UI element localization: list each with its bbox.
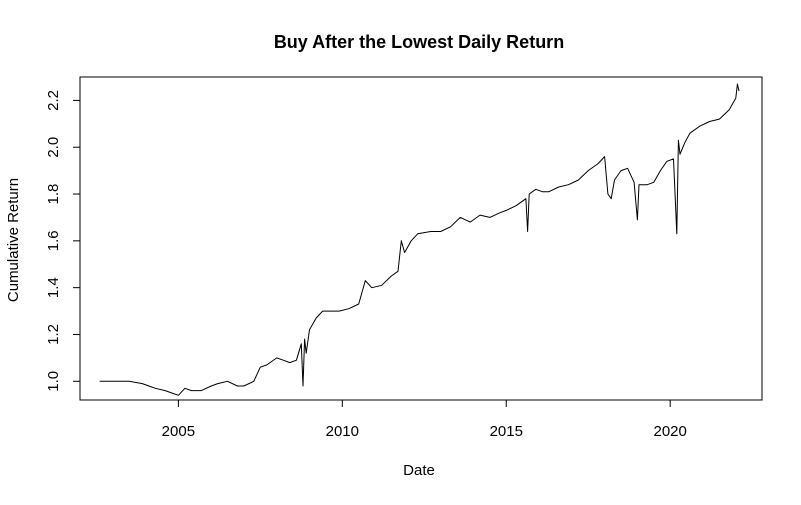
y-tick-label: 2.0 <box>45 137 62 158</box>
x-axis-label: Date <box>403 462 435 479</box>
y-axis: 1.0 1.2 1.4 1.6 1.8 2.0 2.2 <box>45 90 80 392</box>
x-axis: 2005 2010 2015 2020 <box>162 400 687 440</box>
y-tick-label: 1.4 <box>45 277 62 298</box>
x-tick-label: 2020 <box>654 423 687 440</box>
chart-title: Buy After the Lowest Daily Return <box>274 32 564 52</box>
x-tick-label: 2010 <box>326 423 359 440</box>
cumulative-return-line <box>99 83 740 396</box>
y-tick-label: 1.8 <box>45 184 62 205</box>
y-tick-label: 1.2 <box>45 324 62 345</box>
y-tick-label: 2.2 <box>45 90 62 111</box>
y-tick-label: 1.0 <box>45 371 62 392</box>
plot-frame <box>79 76 763 401</box>
x-tick-label: 2015 <box>490 423 523 440</box>
y-tick-label: 1.6 <box>45 230 62 251</box>
y-axis-label: Cumulative Return <box>5 178 22 302</box>
x-tick-label: 2005 <box>162 423 195 440</box>
